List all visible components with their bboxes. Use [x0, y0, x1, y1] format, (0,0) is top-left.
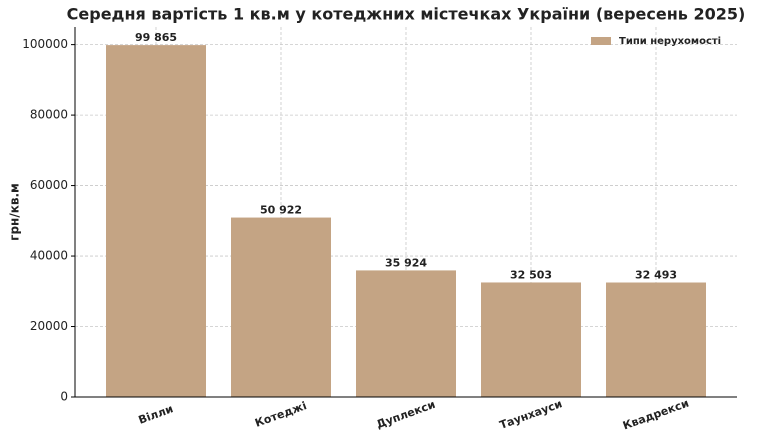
value-label: 35 924 — [385, 256, 427, 269]
chart-title: Середня вартість 1 кв.м у котеджних міст… — [67, 5, 746, 24]
bar — [106, 45, 206, 398]
y-tick-label: 0 — [60, 390, 68, 404]
y-tick-label: 20000 — [30, 319, 68, 333]
x-tick-label: Таунхауси — [498, 397, 564, 432]
x-tick-label: Котеджі — [253, 399, 308, 430]
y-tick-label: 100000 — [22, 37, 68, 51]
bar — [481, 282, 581, 397]
x-tick-label: Вілли — [137, 402, 175, 427]
legend-label: Типи нерухомості — [619, 36, 721, 47]
bar — [231, 217, 331, 397]
x-tick-label: Дуплекси — [375, 398, 438, 431]
bar — [356, 270, 456, 397]
value-label: 50 922 — [260, 204, 302, 217]
y-axis-label: грн/кв.м — [8, 183, 22, 241]
value-label: 32 503 — [510, 268, 552, 281]
y-tick-label: 40000 — [30, 249, 68, 263]
y-tick-label: 60000 — [30, 178, 68, 192]
bar — [606, 282, 706, 397]
x-tick-label: Квадрекси — [621, 397, 691, 433]
value-label: 99 865 — [135, 31, 177, 44]
y-tick-label: 80000 — [30, 108, 68, 122]
legend-swatch — [591, 37, 611, 45]
value-label: 32 493 — [635, 269, 677, 282]
